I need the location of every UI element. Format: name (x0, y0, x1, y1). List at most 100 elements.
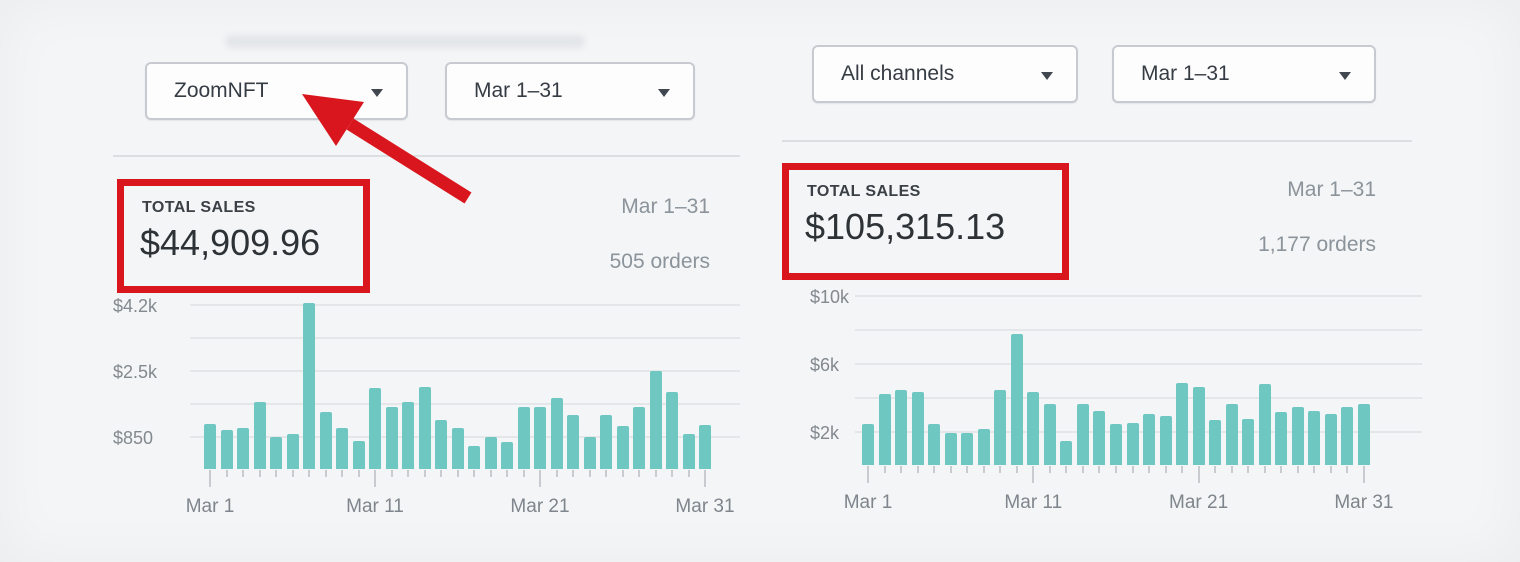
axis-tick (1296, 466, 1299, 473)
date-range-dropdown-value: Mar 1–31 (1141, 62, 1230, 85)
axis-tick (605, 470, 607, 477)
gridline (855, 329, 1422, 332)
chart-bar (237, 428, 249, 469)
chart-bar (336, 427, 348, 469)
chart-bar (1225, 403, 1238, 465)
chart-bar (402, 401, 414, 469)
chart-bar (994, 390, 1007, 465)
axis-tick (473, 470, 475, 477)
chart-bar (1324, 414, 1337, 465)
chart-bar (649, 370, 662, 469)
axis-tick (374, 470, 376, 487)
axis-tick (1148, 466, 1150, 473)
axis-tick (949, 466, 952, 473)
filter-controls: All channels Mar 1–31 (782, 45, 1432, 103)
axis-tick (867, 466, 869, 483)
chart-bar (418, 386, 431, 470)
date-range-dropdown[interactable]: Mar 1–31 (445, 62, 695, 120)
chart-bar (286, 434, 299, 469)
blurred-text-smudge (225, 35, 585, 48)
y-axis-label: $2.5k (113, 361, 158, 382)
axis-tick (1263, 466, 1266, 473)
total-sales-amount: $44,909.96 (140, 222, 321, 263)
axis-tick (1214, 466, 1217, 473)
axis-tick (440, 470, 442, 477)
axis-tick (390, 470, 393, 477)
axis-tick (999, 466, 1002, 473)
orders-count: 1,177 orders (1258, 233, 1376, 256)
chart-bar (352, 441, 365, 469)
axis-tick (1346, 466, 1349, 473)
axis-tick (916, 466, 919, 473)
sales-panel-zoomnft: ZoomNFT Mar 1–31 TOTAL SALES $44,909.96 … (113, 62, 740, 562)
axis-tick (242, 470, 244, 477)
chart-bar (1076, 403, 1089, 465)
axis-tick (407, 470, 409, 477)
y-axis-label: $2k (810, 423, 840, 443)
axis-tick (456, 470, 459, 477)
axis-tick (522, 470, 525, 477)
axis-tick (308, 470, 310, 477)
axis-tick (1164, 466, 1167, 473)
filter-controls: ZoomNFT Mar 1–31 (113, 62, 740, 120)
axis-tick (621, 470, 624, 477)
chart-bar (977, 429, 990, 465)
x-axis-label: Mar 31 (1334, 492, 1394, 513)
y-axis-label: $850 (113, 427, 154, 448)
axis-tick (258, 470, 261, 477)
sales-panel-all-channels: All channels Mar 1–31 TOTAL SALES $105,3… (782, 45, 1432, 550)
gridline (190, 435, 740, 438)
chevron-down-icon (371, 89, 383, 97)
chart-bar (1258, 384, 1271, 465)
x-axis-label: Mar 11 (1004, 492, 1063, 513)
chart-bar (1242, 419, 1255, 465)
axis-tick (1098, 466, 1101, 473)
period-label: Mar 1–31 (621, 195, 710, 218)
gridline (855, 397, 1422, 399)
axis-tick (687, 470, 690, 477)
axis-tick (324, 470, 327, 477)
chart-bar (567, 414, 579, 470)
axis-tick (555, 470, 558, 477)
axis-tick (1313, 466, 1316, 473)
axis-tick (1362, 466, 1365, 483)
channel-dropdown[interactable]: ZoomNFT (145, 62, 408, 120)
chart-bar (319, 412, 332, 469)
chart-bar (369, 388, 381, 469)
chart-bar (1010, 334, 1023, 465)
chart-bar (270, 436, 282, 469)
daily-sales-bar-chart: $850 $2.5k $4.2k Mar 1 Mar 11 Mar 21 Mar 31 (113, 294, 740, 544)
daily-sales-bar-chart: $2k $6k $10k Mar 1 Mar 11 Mar 21 Mar 31 (782, 287, 1432, 540)
gridline (190, 303, 740, 306)
divider (113, 155, 740, 157)
channel-dropdown-value: ZoomNFT (174, 79, 269, 102)
axis-tick (1081, 466, 1084, 473)
period-meta: Mar 1–31 505 orders (610, 195, 710, 274)
axis-tick (1181, 466, 1184, 473)
gridline (190, 402, 740, 405)
channel-dropdown[interactable]: All channels (812, 45, 1078, 103)
chart-bar (1110, 424, 1122, 465)
chart-bar (699, 425, 711, 469)
date-range-dropdown-value: Mar 1–31 (474, 79, 563, 102)
axis-tick (506, 470, 508, 477)
chart-bar (583, 436, 596, 469)
divider (782, 140, 1412, 142)
chart-bar (1159, 415, 1172, 465)
axis-tick (1032, 466, 1035, 483)
chart-bar (616, 426, 629, 469)
total-sales-label: TOTAL SALES (142, 199, 256, 216)
chart-bar (878, 393, 891, 465)
axis-tick (704, 470, 706, 487)
date-range-dropdown[interactable]: Mar 1–31 (1112, 45, 1376, 103)
gridline (190, 336, 740, 339)
axis-tick (1131, 466, 1134, 473)
total-sales-amount: $105,315.13 (805, 206, 1006, 247)
chart-bar (204, 423, 216, 469)
axis-tick (1048, 466, 1051, 473)
chart-bar (1209, 420, 1222, 465)
x-axis-label: Mar 11 (346, 496, 404, 517)
chart-bar (1192, 386, 1205, 465)
chart-bar (220, 430, 233, 469)
axis-tick (933, 466, 936, 473)
